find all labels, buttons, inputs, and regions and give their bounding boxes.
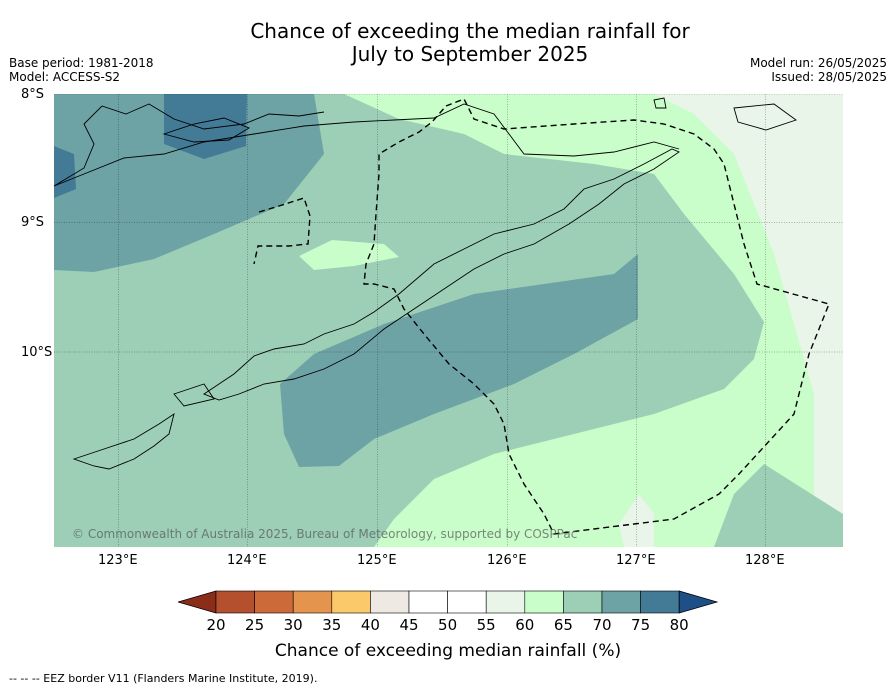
region-70-75 [54,94,324,272]
lon-tick-124e: 124°E [227,553,267,568]
model-run: Model run: 26/05/2025 [749,56,887,70]
colorbar-tick-label: 25 [245,616,265,634]
colorbar-tick-label: 65 [553,616,573,634]
colorbar-segment [292,590,333,614]
colorbar-extend-low [178,590,217,614]
colorbar-tick-label: 45 [399,616,419,634]
colorbar [178,590,718,614]
colorbar-segment [563,590,603,614]
colorbar-segment [601,590,641,614]
colorbar-tick-label: 40 [360,616,380,634]
colorbar-tick-label: 75 [631,616,651,634]
alor-island [733,103,797,131]
title-line-1: Chance of exceeding the median rainfall … [250,19,690,43]
colorbar-tick-label: 35 [322,616,342,634]
lat-tick-9s: 9°S [21,215,45,230]
leti-island [653,97,667,109]
region-55-60 [654,94,843,547]
timor-island [203,148,680,401]
wetar-coast [162,117,251,143]
colorbar-segment [640,590,680,614]
gridlines [54,94,843,547]
chart-title: Chance of exceeding the median rainfall … [0,20,896,66]
timor-coast-north [54,103,680,187]
colorbar-label: Chance of exceeding median rainfall (%) [274,641,622,661]
colorbar-segment [254,590,294,614]
colorbar-segment [485,590,526,614]
region-55-60-s [619,494,654,547]
lat-tick-8s: 8°S [21,87,45,102]
coastlines [54,97,797,470]
lon-tick-127e: 127°E [616,553,656,568]
colorbar-tick-label: 60 [515,616,535,634]
colorbar-tick-label: 30 [283,616,303,634]
lat-tick-10s: 10°S [21,345,53,360]
colorbar-segment [370,590,410,614]
region-70-75-south [280,254,638,467]
sawu-coast [72,412,175,470]
eez-border [363,98,830,535]
title-line-2: July to September 2025 [351,42,589,66]
timor-coast-south [54,103,325,187]
colorbar-segment [408,590,448,614]
colorbar-tick-label: 80 [669,616,689,634]
eez-footnote: -- -- -- EEZ border V11 (Flanders Marine… [9,672,318,685]
lon-tick-125e: 125°E [357,553,397,568]
colorbar-tick-label: 70 [592,616,612,634]
colorbar-extend-high [678,590,718,614]
rainfall-map: © Commonwealth of Australia 2025, Bureau… [54,94,843,547]
lon-tick-126e: 126°E [487,553,527,568]
model-name: Model: ACCESS-S2 [9,70,121,84]
colorbar-tick-label: 20 [206,616,226,634]
rote-island [173,383,215,407]
colorbar-tick-label: 50 [438,616,458,634]
lon-tick-123e: 123°E [98,553,138,568]
region-65-70-se [714,464,843,547]
meta-right: Model run: 26/05/2025 Issued: 28/05/2025 [750,56,887,84]
lon-tick-128e: 128°E [745,553,785,568]
eez-border-west [253,197,311,265]
colorbar-segment [215,590,255,614]
issued-date: Issued: 28/05/2025 [771,70,887,84]
colorbar-segment [447,590,487,614]
copyright-text: © Commonwealth of Australia 2025, Bureau… [72,527,577,541]
meta-left: Base period: 1981-2018 Model: ACCESS-S2 [9,56,154,84]
colorbar-segment [524,590,564,614]
region-75-80 [164,94,247,159]
colorbar-segment [331,590,371,614]
base-period: Base period: 1981-2018 [9,56,154,70]
region-75-80-west [54,146,76,198]
region-65-70-sw [84,524,194,547]
colorbar-tick-label: 55 [476,616,496,634]
region-60-65-pocket [299,240,399,270]
